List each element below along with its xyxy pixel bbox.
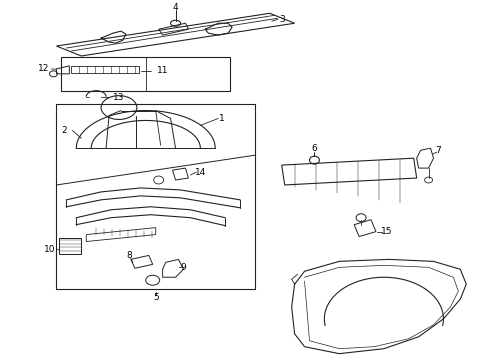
Text: 11: 11 [157, 66, 169, 75]
Text: 13: 13 [113, 93, 125, 102]
Text: 3: 3 [279, 15, 285, 24]
Text: 12: 12 [38, 64, 49, 73]
Text: 10: 10 [44, 245, 55, 254]
Text: 5: 5 [153, 293, 159, 302]
Text: 7: 7 [436, 146, 441, 155]
Text: 4: 4 [173, 3, 178, 12]
Text: 15: 15 [381, 227, 392, 236]
Text: 14: 14 [195, 167, 206, 176]
Text: 1: 1 [220, 114, 225, 123]
Text: 2: 2 [62, 126, 67, 135]
Text: 6: 6 [312, 144, 318, 153]
Text: 8: 8 [126, 251, 132, 260]
Text: 9: 9 [181, 263, 186, 272]
